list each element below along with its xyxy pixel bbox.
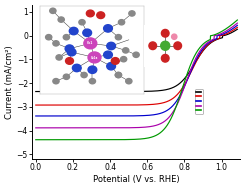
Legend: , , , , : , , , , [195,89,203,114]
X-axis label: Potential (V vs. RHE): Potential (V vs. RHE) [93,175,179,184]
Y-axis label: Current (mA/cm²): Current (mA/cm²) [5,45,14,119]
